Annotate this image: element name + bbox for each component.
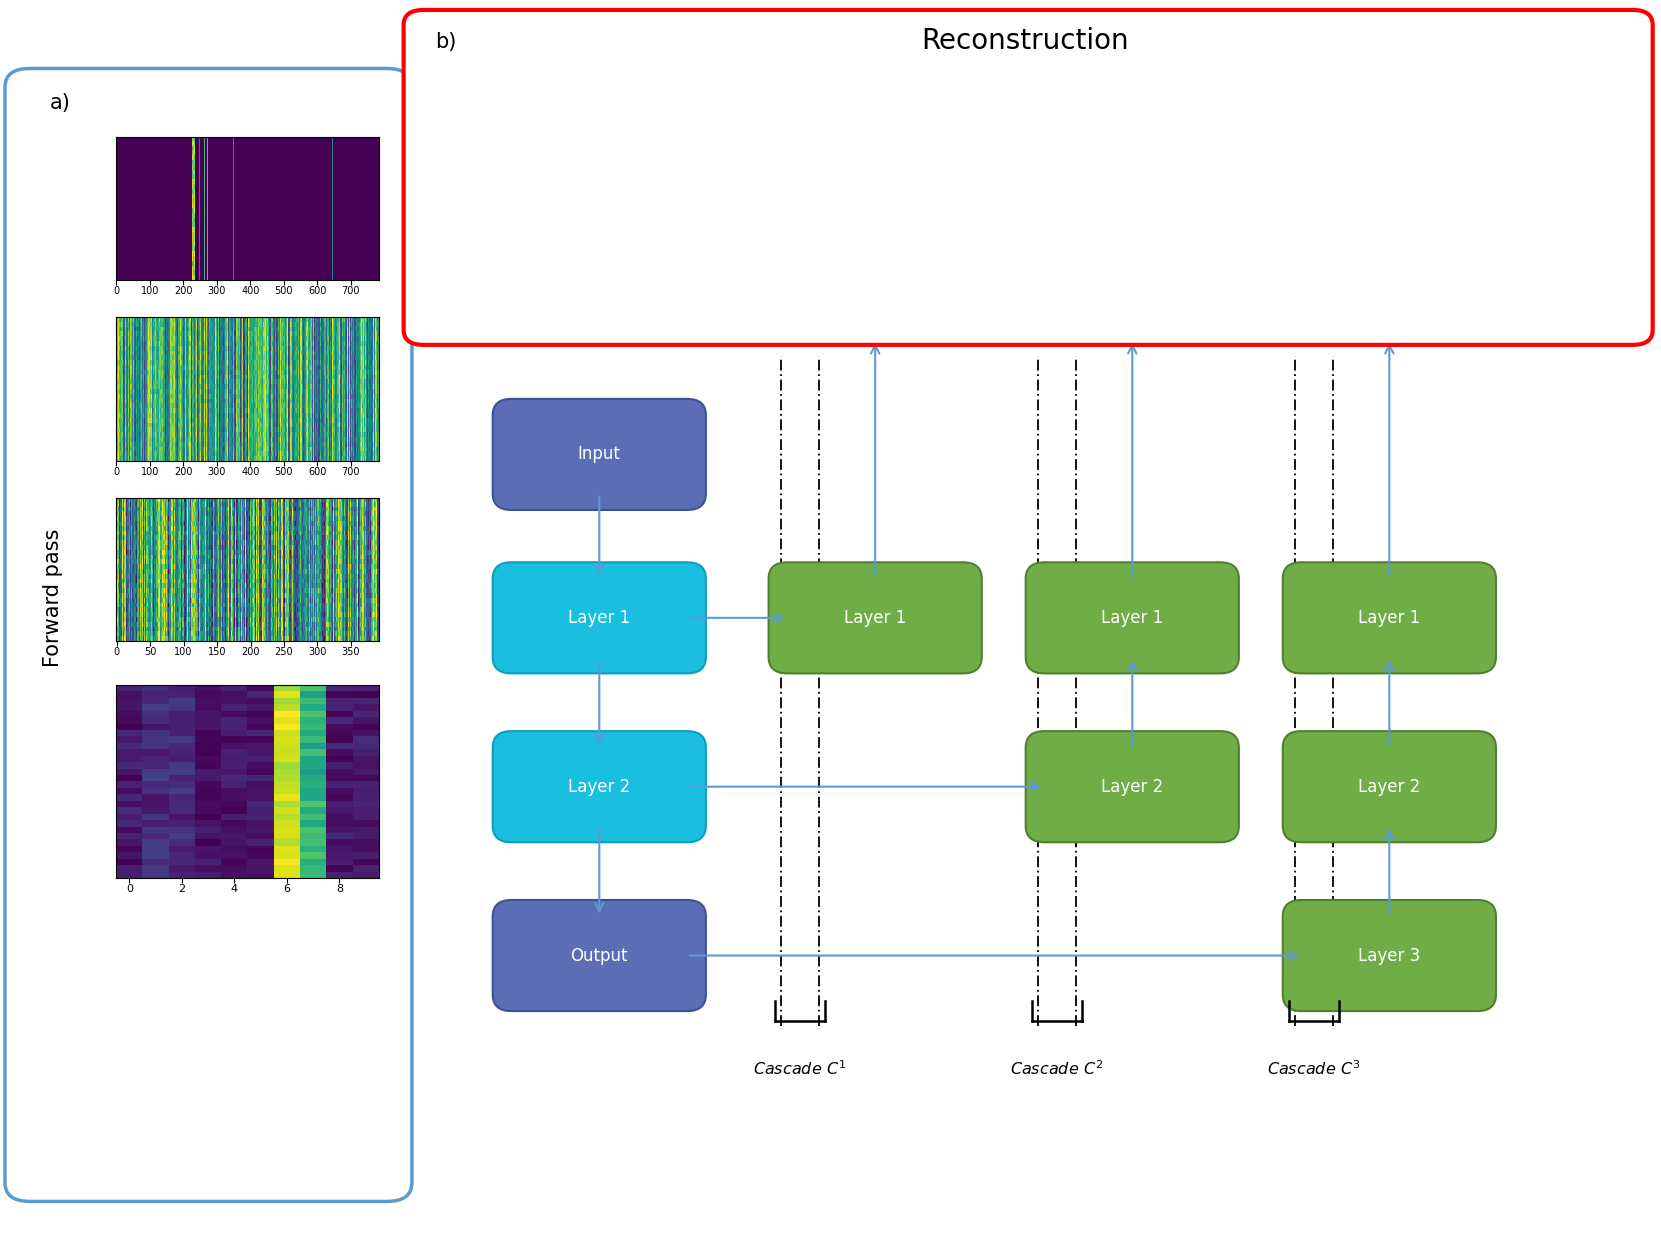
Text: Layer 1: Layer 1 <box>844 609 907 626</box>
FancyBboxPatch shape <box>1025 731 1239 842</box>
FancyBboxPatch shape <box>493 563 706 674</box>
Text: a): a) <box>50 93 71 113</box>
Text: Input: Input <box>578 446 621 463</box>
FancyBboxPatch shape <box>1282 563 1497 674</box>
FancyBboxPatch shape <box>493 900 706 1011</box>
FancyBboxPatch shape <box>1025 563 1239 674</box>
Text: Layer 2: Layer 2 <box>568 778 631 796</box>
Text: $Cascade\ C^3$: $Cascade\ C^3$ <box>1267 1059 1360 1078</box>
Text: b): b) <box>435 32 457 52</box>
Text: Layer 1: Layer 1 <box>1359 609 1420 626</box>
Text: $Cascade\ C^2$: $Cascade\ C^2$ <box>1010 1059 1103 1078</box>
Text: Layer 2: Layer 2 <box>1101 778 1163 796</box>
Text: Reconstruction: Reconstruction <box>920 27 1129 55</box>
FancyBboxPatch shape <box>493 398 706 510</box>
FancyBboxPatch shape <box>1282 731 1497 842</box>
FancyBboxPatch shape <box>769 563 982 674</box>
Text: Forward pass: Forward pass <box>43 528 63 667</box>
Text: Layer 3: Layer 3 <box>1359 946 1420 965</box>
Text: Output: Output <box>570 946 628 965</box>
Text: Layer 1: Layer 1 <box>1101 609 1163 626</box>
FancyBboxPatch shape <box>493 731 706 842</box>
Text: Layer 2: Layer 2 <box>1359 778 1420 796</box>
FancyBboxPatch shape <box>1282 900 1497 1011</box>
Text: Layer 1: Layer 1 <box>568 609 631 626</box>
Text: $Cascade\ C^1$: $Cascade\ C^1$ <box>752 1059 847 1078</box>
